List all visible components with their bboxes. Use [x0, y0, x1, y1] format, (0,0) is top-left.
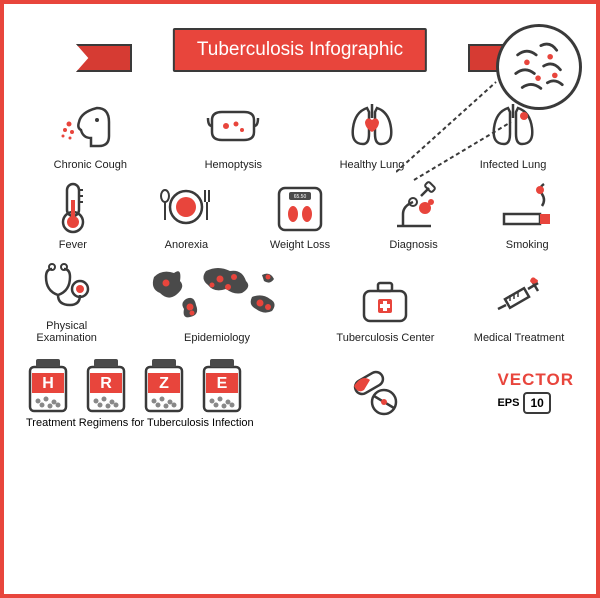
anorexia-icon — [155, 178, 217, 236]
diagnosis-icon — [383, 178, 445, 236]
label: Weight Loss — [270, 239, 330, 252]
row-4: H R Z E Treatment Regimens for Tuberculo… — [16, 355, 584, 429]
row-2: Fever Anorexia 65.50 Weight Loss Diagnos… — [16, 178, 584, 252]
item-weight-loss: 65.50 Weight Loss — [269, 178, 331, 252]
tuberculosis-center-icon — [354, 271, 416, 329]
label: Fever — [59, 239, 87, 252]
label: Medical Treatment — [474, 332, 564, 345]
item-healthy-lung: Healthy Lung — [340, 98, 405, 172]
physical-examination-icon — [36, 259, 98, 317]
bottle-e: E — [200, 355, 244, 413]
item-chronic-cough: Chronic Cough — [54, 98, 127, 172]
label: Hemoptysis — [205, 159, 262, 172]
item-hemoptysis: Hemoptysis — [202, 98, 264, 172]
banner-tail-left-icon — [76, 44, 132, 72]
healthy-lung-icon — [341, 98, 403, 156]
bottle-r: R — [84, 355, 128, 413]
label: Physical Examination — [36, 320, 97, 345]
bacteria-zoom-icon — [496, 24, 582, 110]
item-fever: Fever — [42, 178, 104, 252]
row-3: Physical Examination Epidemiology Tuberc… — [16, 257, 584, 345]
smoking-icon — [496, 178, 558, 236]
label: Anorexia — [165, 239, 208, 252]
item-diagnosis: Diagnosis — [383, 178, 445, 252]
label: Healthy Lung — [340, 159, 405, 172]
item-smoking: Smoking — [496, 178, 558, 252]
treatment-block: H R Z E Treatment Regimens for Tuberculo… — [26, 355, 254, 429]
label: Tuberculosis Center — [336, 332, 434, 345]
eps-text: EPS — [497, 397, 519, 409]
bottle-letter: Z — [159, 375, 169, 393]
item-medical-treatment: Medical Treatment — [474, 271, 564, 345]
pills-icon — [348, 364, 404, 420]
item-anorexia: Anorexia — [155, 178, 217, 252]
svg-text:65.50: 65.50 — [294, 194, 307, 200]
bottle-h: H — [26, 355, 70, 413]
item-physical-exam: Physical Examination — [36, 259, 98, 345]
bottle-z: Z — [142, 355, 186, 413]
label: Chronic Cough — [54, 159, 127, 172]
infographic-poster: Tuberculosis Infographic Chronic Cough H… — [0, 0, 600, 598]
label: Smoking — [506, 239, 549, 252]
eps-version: 10 — [523, 392, 550, 414]
treatment-caption: Treatment Regimens for Tuberculosis Infe… — [26, 417, 254, 429]
eps-badge: EPS 10 — [497, 392, 574, 414]
banner-title: Tuberculosis Infographic — [173, 28, 427, 72]
item-epidemiology: Epidemiology — [137, 257, 297, 345]
bottle-letter: E — [217, 375, 228, 393]
bottle-letter: R — [100, 375, 112, 393]
vector-label: VECTOR — [497, 370, 574, 390]
epidemiology-icon — [142, 257, 292, 329]
weight-loss-icon: 65.50 — [269, 178, 331, 236]
label: Epidemiology — [184, 332, 250, 345]
vector-block: VECTOR EPS 10 — [497, 370, 574, 414]
bottle-letter: H — [42, 375, 54, 393]
medical-treatment-icon — [488, 271, 550, 329]
zoom-lines-icon — [396, 72, 516, 182]
hemoptysis-icon — [202, 98, 264, 156]
label: Diagnosis — [389, 239, 437, 252]
item-tb-center: Tuberculosis Center — [336, 271, 434, 345]
fever-icon — [42, 178, 104, 236]
bottles: H R Z E — [26, 355, 254, 413]
chronic-cough-icon — [59, 98, 121, 156]
